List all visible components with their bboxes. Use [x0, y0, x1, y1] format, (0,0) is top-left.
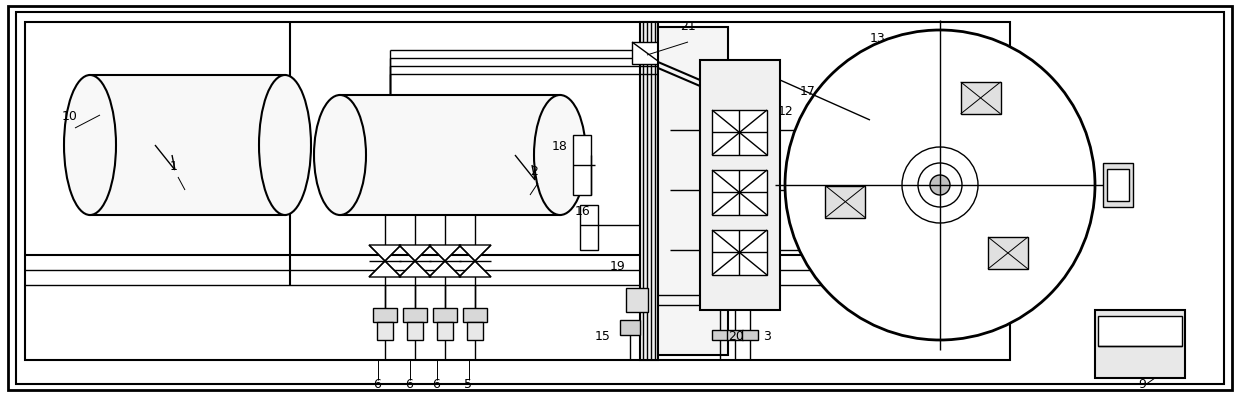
Bar: [340, 95, 560, 215]
Text: 6: 6: [432, 378, 440, 391]
Bar: [1095, 310, 1185, 378]
Bar: [463, 308, 487, 322]
Bar: [712, 110, 768, 155]
Text: 17: 17: [800, 85, 816, 98]
Text: 12: 12: [777, 105, 794, 118]
Bar: [1104, 163, 1133, 207]
Bar: [640, 22, 658, 360]
Bar: [727, 330, 743, 340]
Bar: [826, 186, 866, 218]
Text: 18: 18: [552, 140, 568, 153]
Bar: [580, 205, 598, 250]
Bar: [712, 230, 768, 275]
Bar: [25, 22, 1011, 360]
Text: 6: 6: [405, 378, 413, 391]
Bar: [988, 237, 1028, 269]
Circle shape: [785, 30, 1095, 340]
Bar: [436, 322, 453, 340]
Bar: [742, 330, 758, 340]
Ellipse shape: [259, 75, 311, 215]
Bar: [573, 135, 591, 195]
Bar: [467, 322, 484, 340]
Text: 13: 13: [870, 32, 885, 45]
Bar: [403, 308, 427, 322]
Bar: [961, 82, 1001, 114]
Polygon shape: [370, 261, 401, 277]
Bar: [433, 308, 458, 322]
Circle shape: [918, 163, 962, 207]
Bar: [712, 170, 768, 215]
Circle shape: [901, 147, 978, 223]
Text: 9: 9: [1138, 378, 1146, 391]
Bar: [620, 320, 640, 335]
Bar: [626, 288, 649, 312]
Text: 6: 6: [373, 378, 381, 391]
Polygon shape: [459, 261, 491, 277]
Bar: [1097, 316, 1182, 346]
Text: 5: 5: [464, 378, 472, 391]
Text: 19: 19: [610, 260, 626, 273]
Polygon shape: [429, 261, 461, 277]
Text: 21: 21: [680, 20, 696, 33]
Text: 3: 3: [763, 330, 771, 343]
Bar: [701, 60, 780, 310]
Bar: [658, 27, 728, 355]
Polygon shape: [399, 261, 432, 277]
Ellipse shape: [314, 95, 366, 215]
Polygon shape: [370, 245, 401, 261]
Polygon shape: [459, 245, 491, 261]
Bar: [1107, 169, 1128, 201]
Ellipse shape: [64, 75, 117, 215]
Bar: [632, 42, 662, 64]
Text: 16: 16: [575, 205, 590, 218]
Bar: [712, 330, 728, 340]
Bar: [373, 308, 397, 322]
Text: 2: 2: [529, 165, 538, 178]
Ellipse shape: [534, 95, 587, 215]
Text: 20: 20: [728, 330, 744, 343]
Text: 15: 15: [595, 330, 611, 343]
Text: 10: 10: [62, 110, 78, 123]
Bar: [91, 75, 285, 215]
Bar: [377, 322, 393, 340]
Polygon shape: [429, 245, 461, 261]
Polygon shape: [399, 245, 432, 261]
Text: 1: 1: [170, 160, 177, 173]
Bar: [407, 322, 423, 340]
Circle shape: [930, 175, 950, 195]
